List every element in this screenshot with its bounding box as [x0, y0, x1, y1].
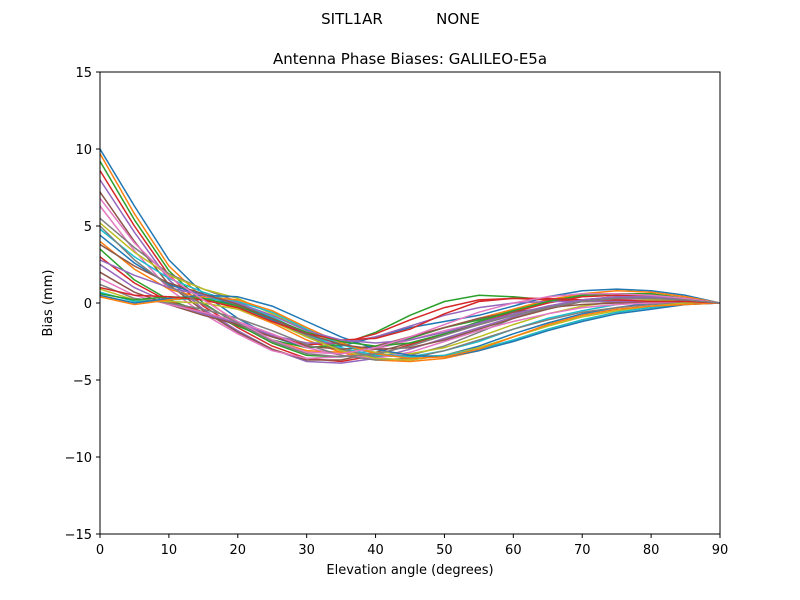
radome-label: NONE [436, 10, 480, 28]
station-label: SITL1AR [321, 10, 383, 28]
series-line-4 [100, 170, 720, 363]
y-tick-label: 10 [75, 143, 92, 158]
chart-title: Antenna Phase Biases: GALILEO-E5a [273, 50, 547, 68]
series-line-19 [100, 288, 720, 361]
y-tick-label: 5 [84, 220, 92, 235]
x-axis: 0 10 20 30 40 50 60 70 80 90 [96, 534, 728, 558]
series-line-28 [100, 225, 720, 358]
y-axis-label: Bias (mm) [41, 270, 56, 337]
y-tick-label: 15 [75, 66, 92, 81]
x-tick-label: 10 [161, 543, 178, 558]
x-tick-label: 90 [712, 543, 729, 558]
x-tick-label: 70 [574, 543, 591, 558]
y-tick-label: −5 [73, 374, 92, 389]
x-tick-label: 60 [505, 543, 522, 558]
y-tick-label: 0 [84, 297, 92, 312]
series-line-15 [100, 263, 720, 344]
x-tick-label: 50 [436, 543, 453, 558]
y-tick-label: −15 [65, 528, 92, 543]
x-tick-label: 80 [643, 543, 660, 558]
x-tick-label: 20 [230, 543, 247, 558]
x-axis-label: Elevation angle (degrees) [326, 563, 493, 578]
x-tick-label: 40 [367, 543, 384, 558]
plot-lines [100, 148, 720, 364]
series-line-22 [100, 296, 720, 360]
x-tick-label: 30 [298, 543, 315, 558]
series-line-27 [100, 197, 720, 355]
y-tick-label: −10 [65, 451, 92, 466]
x-tick-label: 0 [96, 543, 104, 558]
y-axis: −15 −10 −5 0 5 10 15 [65, 66, 100, 543]
series-line-17 [100, 277, 720, 360]
series-line-25 [100, 259, 720, 344]
